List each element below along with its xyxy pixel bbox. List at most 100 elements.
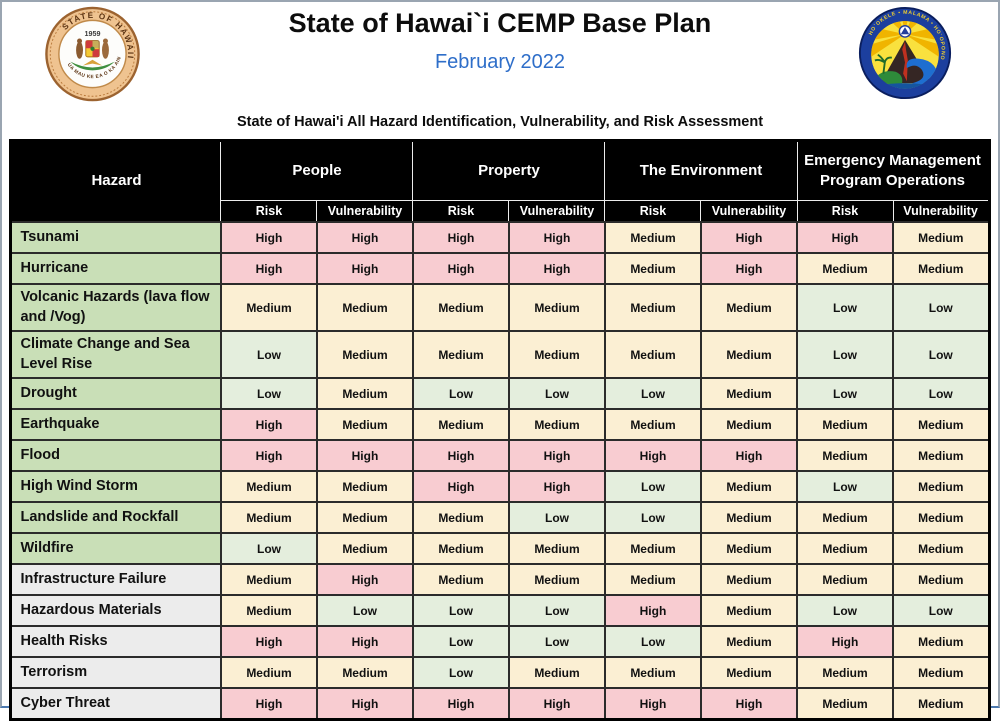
rating-cell: Medium	[699, 501, 799, 535]
rating-cell: Medium	[796, 532, 894, 566]
rating-cell: Medium	[892, 625, 990, 659]
rating-cell: Low	[411, 594, 510, 628]
rating-cell: Medium	[603, 656, 702, 690]
rating-cell: Medium	[507, 656, 606, 690]
rating-cell: Medium	[796, 439, 894, 473]
page-header: STATE OF HAWAII UA MAU KE EA O KA AINA I…	[2, 2, 998, 108]
rating-cell: Low	[603, 377, 702, 411]
hazard-risk-table: Hazard People Property The Environment Emerg…	[9, 139, 991, 721]
rating-cell: Medium	[699, 330, 799, 380]
rating-cell: Medium	[603, 221, 702, 254]
rating-cell: Low	[796, 377, 894, 411]
rating-cell: Medium	[507, 563, 606, 597]
table-row: Infrastructure Failure Medium High Medium Me…	[9, 563, 990, 597]
rating-cell: Low	[892, 330, 990, 380]
rating-cell: Medium	[796, 501, 894, 535]
rating-cell: Medium	[892, 470, 990, 504]
table-row: Climate Change and Sea Level Rise Low Medi…	[9, 330, 990, 380]
rating-cell: High	[219, 252, 318, 285]
rating-cell: High	[219, 408, 318, 442]
rating-cell: Low	[219, 377, 318, 411]
hazard-cell: Climate Change and Sea Level Rise	[9, 330, 222, 380]
rating-cell: Low	[603, 625, 702, 659]
rating-cell: Low	[507, 594, 606, 628]
hazard-cell: Hazardous Materials	[9, 594, 222, 628]
column-group-header: The Environment	[604, 140, 798, 201]
hazard-cell: Earthquake	[9, 408, 222, 442]
rating-cell: Medium	[892, 501, 990, 535]
rating-cell: Medium	[315, 470, 414, 504]
rating-cell: Medium	[892, 532, 990, 566]
rating-cell: Medium	[603, 330, 702, 380]
rating-cell: High	[315, 687, 414, 721]
table-row: Cyber Threat High High High High High High Medi…	[9, 687, 990, 721]
rating-cell: Medium	[699, 532, 799, 566]
subcolumn-header: Risk	[412, 200, 510, 223]
table-caption: State of Hawai'i All Hazard Identificati…	[236, 114, 764, 130]
rating-cell: Medium	[411, 408, 510, 442]
rating-cell: Medium	[219, 594, 318, 628]
hazard-column-header: Hazard	[10, 140, 222, 223]
rating-cell: Medium	[796, 656, 894, 690]
rating-cell: Medium	[796, 687, 894, 721]
rating-cell: Medium	[892, 563, 990, 597]
rating-cell: Medium	[796, 563, 894, 597]
hazard-cell: Wildfire	[9, 532, 222, 566]
rating-cell: High	[699, 252, 799, 285]
rating-cell: Medium	[411, 282, 510, 333]
rating-cell: Medium	[699, 594, 799, 628]
rating-cell: Medium	[315, 377, 414, 411]
hazard-cell: Terrorism	[9, 656, 222, 690]
rating-cell: Medium	[507, 330, 606, 380]
rating-cell: High	[507, 439, 606, 473]
rating-cell: Low	[507, 625, 606, 659]
rating-cell: Medium	[219, 282, 318, 333]
rating-cell: High	[315, 221, 414, 254]
rating-cell: Medium	[219, 656, 318, 690]
rating-cell: Medium	[796, 408, 894, 442]
document-date: February 2022	[434, 51, 566, 73]
rating-cell: Medium	[603, 563, 702, 597]
table-row: Health Risks High High Low Low Low Medium High M…	[9, 625, 990, 659]
rating-cell: Medium	[219, 501, 318, 535]
rating-cell: Medium	[699, 625, 799, 659]
rating-cell: Low	[892, 282, 990, 333]
column-group-header: People	[220, 140, 414, 201]
rating-cell: High	[507, 470, 606, 504]
column-group-header: Property	[412, 140, 606, 201]
table-body: Tsunami High High High High Medium High High Med…	[9, 221, 990, 721]
header-group-row: Hazard People Property The Environment Emerg…	[10, 140, 990, 223]
rating-cell: Medium	[315, 330, 414, 380]
rating-cell: High	[411, 221, 510, 254]
rating-cell: Medium	[219, 563, 318, 597]
rating-cell: High	[315, 439, 414, 473]
hawaii-state-seal-icon: STATE OF HAWAII UA MAU KE EA O KA AINA I…	[44, 6, 140, 102]
table-row: Landslide and Rockfall Medium Medium Medium…	[9, 501, 990, 535]
rating-cell: Medium	[892, 656, 990, 690]
hazard-cell: Volcanic Hazards (lava flow and /Vog)	[9, 282, 222, 333]
rating-cell: Medium	[603, 532, 702, 566]
rating-cell: Medium	[315, 656, 414, 690]
rating-cell: Low	[507, 377, 606, 411]
subcolumn-header: Risk	[604, 200, 702, 223]
rating-cell: Low	[411, 656, 510, 690]
rating-cell: Medium	[411, 501, 510, 535]
hazard-cell: Landslide and Rockfall	[9, 501, 222, 535]
svg-text:1959: 1959	[85, 29, 101, 38]
rating-cell: Medium	[603, 408, 702, 442]
table-row: Volcanic Hazards (lava flow and /Vog) Med…	[9, 282, 990, 333]
rating-cell: Medium	[892, 439, 990, 473]
rating-cell: Low	[892, 377, 990, 411]
rating-cell: High	[411, 439, 510, 473]
rating-cell: High	[411, 470, 510, 504]
hazard-cell: Hurricane	[9, 252, 222, 285]
rating-cell: Medium	[411, 563, 510, 597]
table-row: Hurricane High High High High Medium High Mediu…	[9, 252, 990, 285]
rating-cell: Medium	[315, 532, 414, 566]
hazard-cell: Infrastructure Failure	[9, 563, 222, 597]
rating-cell: Medium	[699, 470, 799, 504]
rating-cell: Medium	[699, 408, 799, 442]
rating-cell: Low	[219, 532, 318, 566]
rating-cell: High	[315, 625, 414, 659]
table-row: High Wind Storm Medium Medium High High Low Me…	[9, 470, 990, 504]
